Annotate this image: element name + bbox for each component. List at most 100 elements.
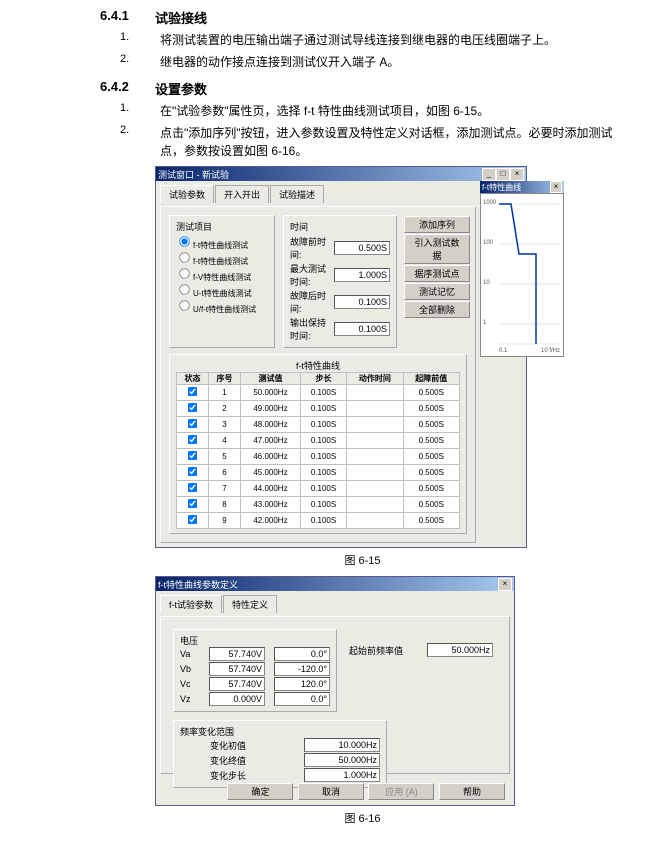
angle-field[interactable] <box>274 647 330 661</box>
row-checkbox[interactable] <box>188 435 197 444</box>
cell: 44.000Hz <box>241 481 301 497</box>
window-title: f-t特性曲线参数定义 <box>158 578 238 591</box>
apply-button[interactable]: 应用 (A) <box>368 783 434 800</box>
action-button[interactable]: 据序测试点 <box>404 265 470 282</box>
row-checkbox[interactable] <box>188 483 197 492</box>
tab-params[interactable]: 试验参数 <box>160 185 214 203</box>
angle-field[interactable] <box>274 677 330 691</box>
radio-label: f-t特性曲线测试 <box>193 257 248 266</box>
angle-field[interactable] <box>274 692 330 706</box>
v4-field[interactable] <box>334 322 390 336</box>
cell: 0.100S <box>300 417 346 433</box>
row-checkbox[interactable] <box>188 419 197 428</box>
min-icon[interactable]: _ <box>482 168 496 181</box>
action-button[interactable]: 全部删除 <box>404 301 470 318</box>
cell: 0.100S <box>300 433 346 449</box>
chart-title: f-t特性曲线 <box>482 182 521 193</box>
label: 故障后时间: <box>290 289 334 315</box>
group-header: 频率变化范围 <box>180 725 380 738</box>
volt-field[interactable] <box>209 692 265 706</box>
list-no: 1. <box>100 102 160 120</box>
tab-params[interactable]: f-t试验参数 <box>160 595 222 613</box>
cell: 4 <box>209 433 241 449</box>
label: 起始前频率值 <box>349 644 403 657</box>
freq-field[interactable] <box>427 643 493 657</box>
window-title: 测试窗口 - 新试验 <box>158 168 229 181</box>
phase-label: Vz <box>180 694 200 704</box>
col-header: 序号 <box>209 373 241 385</box>
radio-label: U/f-t特性曲线测试 <box>193 305 256 314</box>
volt-field[interactable] <box>209 662 265 676</box>
cell: 0.100S <box>300 497 346 513</box>
col-header: 起障前值 <box>403 373 459 385</box>
list-no: 2. <box>100 53 160 71</box>
r3-field[interactable] <box>304 768 380 782</box>
tab-io[interactable]: 开入开出 <box>215 185 269 203</box>
text: 点击"添加序列"按钮，进入参数设置及特性定义对话框，添加测试点。必要时添加测试点… <box>160 124 625 160</box>
close-icon[interactable]: × <box>498 578 512 591</box>
table-row: 150.000Hz0.100S0.500S <box>177 385 460 401</box>
tab-def[interactable]: 特性定义 <box>223 595 277 613</box>
phase-label: Vc <box>180 679 200 689</box>
v2-field[interactable] <box>334 268 390 282</box>
tab-desc[interactable]: 试验描述 <box>270 185 324 203</box>
cell: 0.500S <box>403 497 459 513</box>
col-header: 步长 <box>300 373 346 385</box>
cell: 0.500S <box>403 465 459 481</box>
cell: 0.100S <box>300 513 346 529</box>
row-checkbox[interactable] <box>188 387 197 396</box>
close-icon[interactable]: × <box>550 181 562 193</box>
cell <box>347 481 403 497</box>
cell: 47.000Hz <box>241 433 301 449</box>
r1-field[interactable] <box>304 738 380 752</box>
group-header: 测试项目 <box>176 220 268 233</box>
table-row: 942.000Hz0.100S0.500S <box>177 513 460 529</box>
svg-text:1000: 1000 <box>483 200 497 206</box>
row-checkbox[interactable] <box>188 467 197 476</box>
table-row: 546.000Hz0.100S0.500S <box>177 449 460 465</box>
close-icon[interactable]: × <box>510 168 524 181</box>
v1-field[interactable] <box>334 241 390 255</box>
ok-button[interactable]: 确定 <box>227 783 293 800</box>
row-checkbox[interactable] <box>188 403 197 412</box>
phase-label: Va <box>180 649 200 659</box>
group-header: 时间 <box>290 220 390 233</box>
cell: 5 <box>209 449 241 465</box>
radio-label: f-V特性曲线测试 <box>193 273 251 282</box>
row-checkbox[interactable] <box>188 515 197 524</box>
row-checkbox[interactable] <box>188 451 197 460</box>
max-icon[interactable]: □ <box>496 168 510 181</box>
action-button[interactable]: 添加序列 <box>404 216 470 233</box>
r2-field[interactable] <box>304 753 380 767</box>
text: 将测试装置的电压输出端子通过测试导线连接到继电器的电压线圈端子上。 <box>160 31 625 49</box>
action-button[interactable]: 测试记忆 <box>404 283 470 300</box>
volt-field[interactable] <box>209 677 265 691</box>
cell: 0.500S <box>403 433 459 449</box>
cell: 42.000Hz <box>241 513 301 529</box>
radio-label: f-t特性曲线测试 <box>193 241 248 250</box>
test-item-radio[interactable] <box>179 236 189 246</box>
cell <box>347 401 403 417</box>
test-item-radio[interactable] <box>179 284 189 294</box>
sec-642-no: 6.4.2 <box>100 79 155 98</box>
cell <box>347 449 403 465</box>
row-checkbox[interactable] <box>188 499 197 508</box>
label: 变化终值 <box>210 754 246 767</box>
radio-label: U-t特性曲线测试 <box>193 289 252 298</box>
test-item-radio[interactable] <box>179 252 189 262</box>
label: 最大测试时间: <box>290 262 334 288</box>
angle-field[interactable] <box>274 662 330 676</box>
volt-field[interactable] <box>209 647 265 661</box>
svg-text:10: 10 <box>483 280 490 286</box>
help-button[interactable]: 帮助 <box>439 783 505 800</box>
titlebar: f-t特性曲线参数定义 × <box>156 577 514 591</box>
cancel-button[interactable]: 取消 <box>298 783 364 800</box>
col-header: 动作时间 <box>347 373 403 385</box>
v3-field[interactable] <box>334 295 390 309</box>
test-item-radio[interactable] <box>179 268 189 278</box>
action-button[interactable]: 引入测试数据 <box>404 234 470 264</box>
phase-label: Vb <box>180 664 200 674</box>
test-item-radio[interactable] <box>179 300 189 310</box>
cell: 6 <box>209 465 241 481</box>
cell: 0.500S <box>403 417 459 433</box>
